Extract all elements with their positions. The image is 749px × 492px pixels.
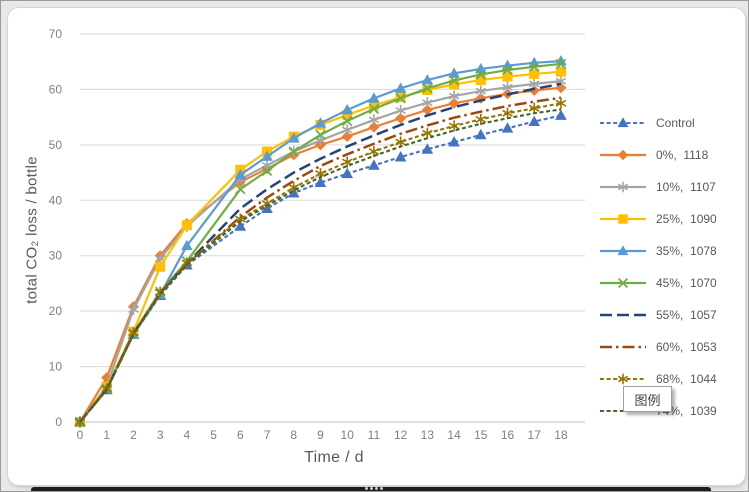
x-tick-label: 5	[210, 428, 217, 442]
series-control[interactable]	[74, 109, 567, 427]
x-tick-label: 6	[237, 428, 244, 442]
legend-item-0-1118[interactable]: 0%, 1118	[599, 139, 745, 171]
chart-card[interactable]: 0 10 20 30 40 50 60 70 0 1 2 3 4 5 6 7 8 9 10 11 12 13 14 15 16 1…	[7, 7, 746, 486]
series-45-1070[interactable]	[74, 58, 567, 428]
legend-key-control	[600, 117, 646, 128]
legend-label-control: Control	[656, 116, 695, 130]
x-tick-label: 18	[554, 428, 568, 442]
drag-handle-dots[interactable]	[365, 487, 383, 490]
legend-item-25-1090[interactable]: 25%, 1090	[599, 203, 745, 235]
y-tick-label: 40	[49, 193, 63, 207]
legend-item-60-1053[interactable]: 60%, 1053	[599, 331, 745, 363]
legend-item-control[interactable]: Control	[599, 107, 745, 139]
legend-label-0-1118: 0%, 1118	[656, 148, 709, 162]
y-tick-label: 50	[49, 138, 63, 152]
x-tick-label: 7	[264, 428, 271, 442]
y-tick-label: 60	[49, 82, 63, 96]
legend-key-25-1090	[600, 214, 646, 224]
x-tick-label: 13	[421, 428, 435, 442]
y-tick-label: 30	[49, 249, 63, 263]
legend-item-74-1039[interactable]: 74%, 1039	[599, 395, 745, 427]
legend-key-60-1053	[600, 345, 646, 349]
chart-legend[interactable]: Control 0%, 1118 10%, 1107 25%, 1090 35%, 10…	[599, 107, 745, 427]
legend-label-35-1078: 35%, 1078	[656, 244, 717, 258]
legend-tooltip-text: 图例	[634, 392, 661, 408]
x-axis-title: Time / d	[304, 449, 364, 466]
y-tick-label: 70	[49, 27, 63, 41]
legend-item-10-1107[interactable]: 10%, 1107	[599, 171, 745, 203]
x-tick-label: 10	[341, 428, 355, 442]
legend-label-60-1053: 60%, 1053	[656, 340, 717, 354]
x-tick-label: 3	[157, 428, 164, 442]
x-tick-label: 16	[501, 428, 515, 442]
x-tick-label: 15	[474, 428, 488, 442]
x-tick-label: 1	[103, 428, 110, 442]
legend-item-68-1044[interactable]: 68%, 1044	[599, 363, 745, 395]
x-tick-label: 9	[317, 428, 324, 442]
legend-tooltip: 图例	[623, 386, 672, 412]
legend-key-45-1070	[600, 277, 646, 289]
x-tick-label: 17	[528, 428, 542, 442]
x-tick-label: 0	[77, 428, 84, 442]
legend-key-10-1107	[600, 181, 646, 193]
x-tick-label: 14	[447, 428, 461, 442]
x-tick-label: 2	[130, 428, 137, 442]
x-tick-label: 12	[394, 428, 408, 442]
legend-label-10-1107: 10%, 1107	[656, 180, 716, 194]
legend-key-0-1118	[600, 149, 646, 161]
legend-label-45-1070: 45%, 1070	[656, 276, 717, 290]
legend-label-68-1044: 68%, 1044	[656, 372, 717, 386]
x-tick-label: 8	[290, 428, 297, 442]
y-tick-label: 0	[55, 415, 62, 429]
y-tick-label: 20	[49, 304, 63, 318]
series-68-1044[interactable]	[74, 97, 567, 428]
x-tick-label: 11	[368, 428, 381, 442]
legend-label-55-1057: 55%, 1057	[656, 308, 717, 322]
legend-item-55-1057[interactable]: 55%, 1057	[599, 299, 745, 331]
y-tick-label: 10	[49, 360, 63, 374]
series-35-1078[interactable]	[74, 55, 567, 427]
series-74-1039[interactable]	[79, 108, 562, 423]
legend-key-35-1078	[600, 245, 646, 256]
legend-label-25-1090: 25%, 1090	[656, 212, 717, 226]
y-axis-title: total CO₂ loss / bottle	[23, 156, 41, 304]
series-60-1053[interactable]	[79, 96, 562, 423]
legend-item-45-1070[interactable]: 45%, 1070	[599, 267, 745, 299]
x-tick-label: 4	[184, 428, 191, 442]
legend-key-68-1044	[600, 373, 646, 385]
legend-item-35-1078[interactable]: 35%, 1078	[599, 235, 745, 267]
legend-key-55-1057	[600, 313, 646, 317]
